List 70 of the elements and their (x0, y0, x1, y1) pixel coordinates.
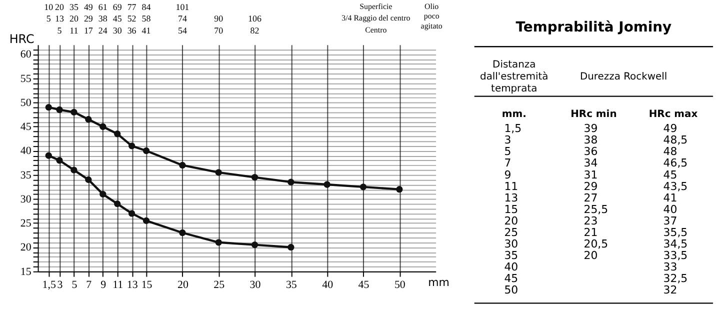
y-tick-label: 30 (20, 193, 32, 206)
y-tick-label: 15 (20, 266, 32, 278)
point (70, 166, 78, 174)
y-tick-label: 50 (20, 96, 32, 109)
y-tick-label: 40 (20, 145, 32, 158)
point (100, 123, 106, 130)
x-tick-label: 25 (214, 278, 226, 291)
point (215, 239, 222, 246)
point (128, 210, 136, 217)
text: HRc min (570, 109, 617, 120)
x-tick-label: 13 (126, 278, 138, 291)
text: Temprabilità Jominy (516, 20, 672, 36)
point (288, 244, 294, 251)
text: Centro (365, 26, 387, 35)
point (70, 108, 78, 116)
point (251, 241, 258, 248)
x-axis-title: mm (428, 276, 450, 289)
point (324, 181, 330, 188)
point (100, 190, 106, 198)
x-tick-label: 1,5 (42, 278, 56, 291)
x-tick-label: 15 (141, 278, 153, 291)
x-tick-label: 11 (112, 278, 124, 291)
point (142, 147, 150, 154)
x-tick-label: 9 (100, 278, 107, 291)
text: Superficie (360, 2, 393, 11)
x-tick-label: 7 (86, 278, 92, 291)
x-tick-label: 5 (72, 278, 78, 291)
y-tick-label: 45 (20, 121, 32, 134)
text: HRc max (648, 109, 698, 120)
point (56, 157, 63, 164)
point (45, 104, 52, 111)
text: Olio poco agitato (420, 2, 442, 31)
x-tick-label: 40 (322, 278, 334, 291)
text: 5 13 20 29 38 45 52 58 74 90 106 (46, 14, 262, 24)
point (179, 229, 186, 236)
point (215, 169, 222, 176)
point (56, 106, 63, 114)
point (179, 162, 186, 169)
text: 39 38 36 34 31 29 27 25,5 23 21 20,5 20 (584, 122, 608, 262)
point (128, 142, 136, 150)
y-tick-label: 25 (20, 218, 32, 230)
text: Durezza Rockwell (580, 71, 668, 82)
point (114, 130, 121, 138)
text: 1,5 3 5 7 9 11 13 15 20 25 30 35 40 45 50 (504, 122, 522, 297)
y-tick-label: 35 (20, 169, 32, 182)
x-tick-label: 45 (358, 278, 370, 291)
text: 5 11 17 24 30 36 41 54 70 82 (57, 26, 260, 36)
x-tick-label: 20 (177, 278, 189, 291)
point (45, 152, 52, 159)
point (85, 116, 92, 123)
point (114, 200, 121, 208)
x-tick-label: 30 (250, 278, 262, 291)
y-tick-label: 20 (20, 242, 32, 254)
x-tick-label: 3 (57, 278, 64, 291)
y-tick-label: 60 (20, 48, 32, 61)
point (396, 186, 403, 193)
text: mm. (502, 109, 526, 120)
point (288, 178, 294, 186)
text: Distanza dall'estremità temprata (480, 59, 548, 94)
y-axis-title: HRC (9, 32, 34, 46)
text: 49 48,5 48 46,5 45 43,5 41 40 37 35,5 34,5 33,5 33 32,5 32 (663, 122, 688, 297)
point (251, 174, 258, 181)
x-tick-label: 50 (394, 278, 406, 291)
text: 10 20 35 49 61 69 77 84 101 (44, 2, 190, 12)
x-tick-label: 35 (286, 278, 298, 291)
point (142, 217, 150, 224)
point (360, 184, 367, 190)
point (85, 176, 92, 184)
text: 3/4 Raggio del centro (342, 14, 410, 23)
y-tick-label: 55 (20, 72, 32, 85)
